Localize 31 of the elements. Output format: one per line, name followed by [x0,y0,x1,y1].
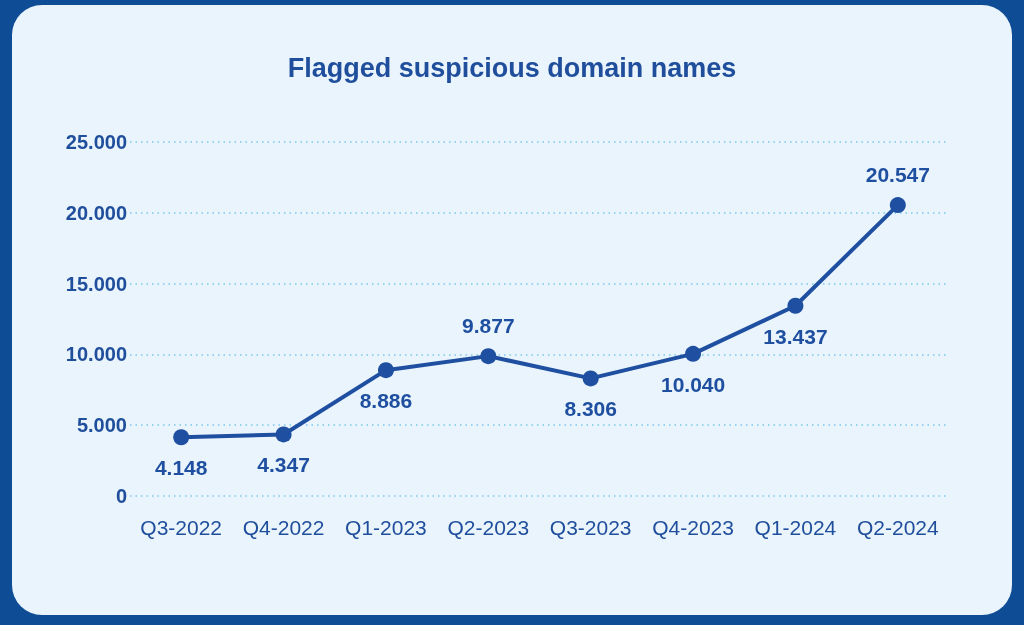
point [889,197,906,214]
point [787,297,804,314]
y-tick-label: 10.000 [65,343,127,366]
data-label: 9.877 [462,314,515,338]
point [685,345,702,362]
data-label: 8.886 [359,389,413,413]
point [480,348,497,365]
y-tick-label: 0 [115,485,127,507]
data-label: 8.306 [564,397,617,421]
x-tick-label: Q1-2024 [754,516,837,539]
data-label: 10.040 [660,372,726,396]
point [275,426,292,443]
chart-title: Flagged suspicious domain names [287,52,737,83]
y-tick-label: 25.000 [65,131,127,153]
data-label: 4.347 [257,453,310,477]
data-label: 20.547 [865,163,930,187]
point [173,429,190,446]
y-tick-label: 15.000 [65,272,127,295]
x-tick-label: Q2-2024 [856,516,939,539]
x-tick-label: Q4-2022 [242,516,325,539]
y-tick-label: 5.000 [76,414,127,437]
x-tick-label: Q3-2023 [549,516,632,539]
x-tick-label: Q2-2023 [447,516,530,539]
y-tick-label: 20.000 [65,201,127,224]
point [377,362,394,379]
point [582,370,599,387]
data-label: 4.148 [154,456,208,480]
x-tick-label: Q3-2022 [140,516,223,539]
x-tick-label: Q1-2023 [345,516,427,539]
data-label: 13.437 [763,324,828,348]
x-tick-label: Q4-2023 [652,516,734,539]
